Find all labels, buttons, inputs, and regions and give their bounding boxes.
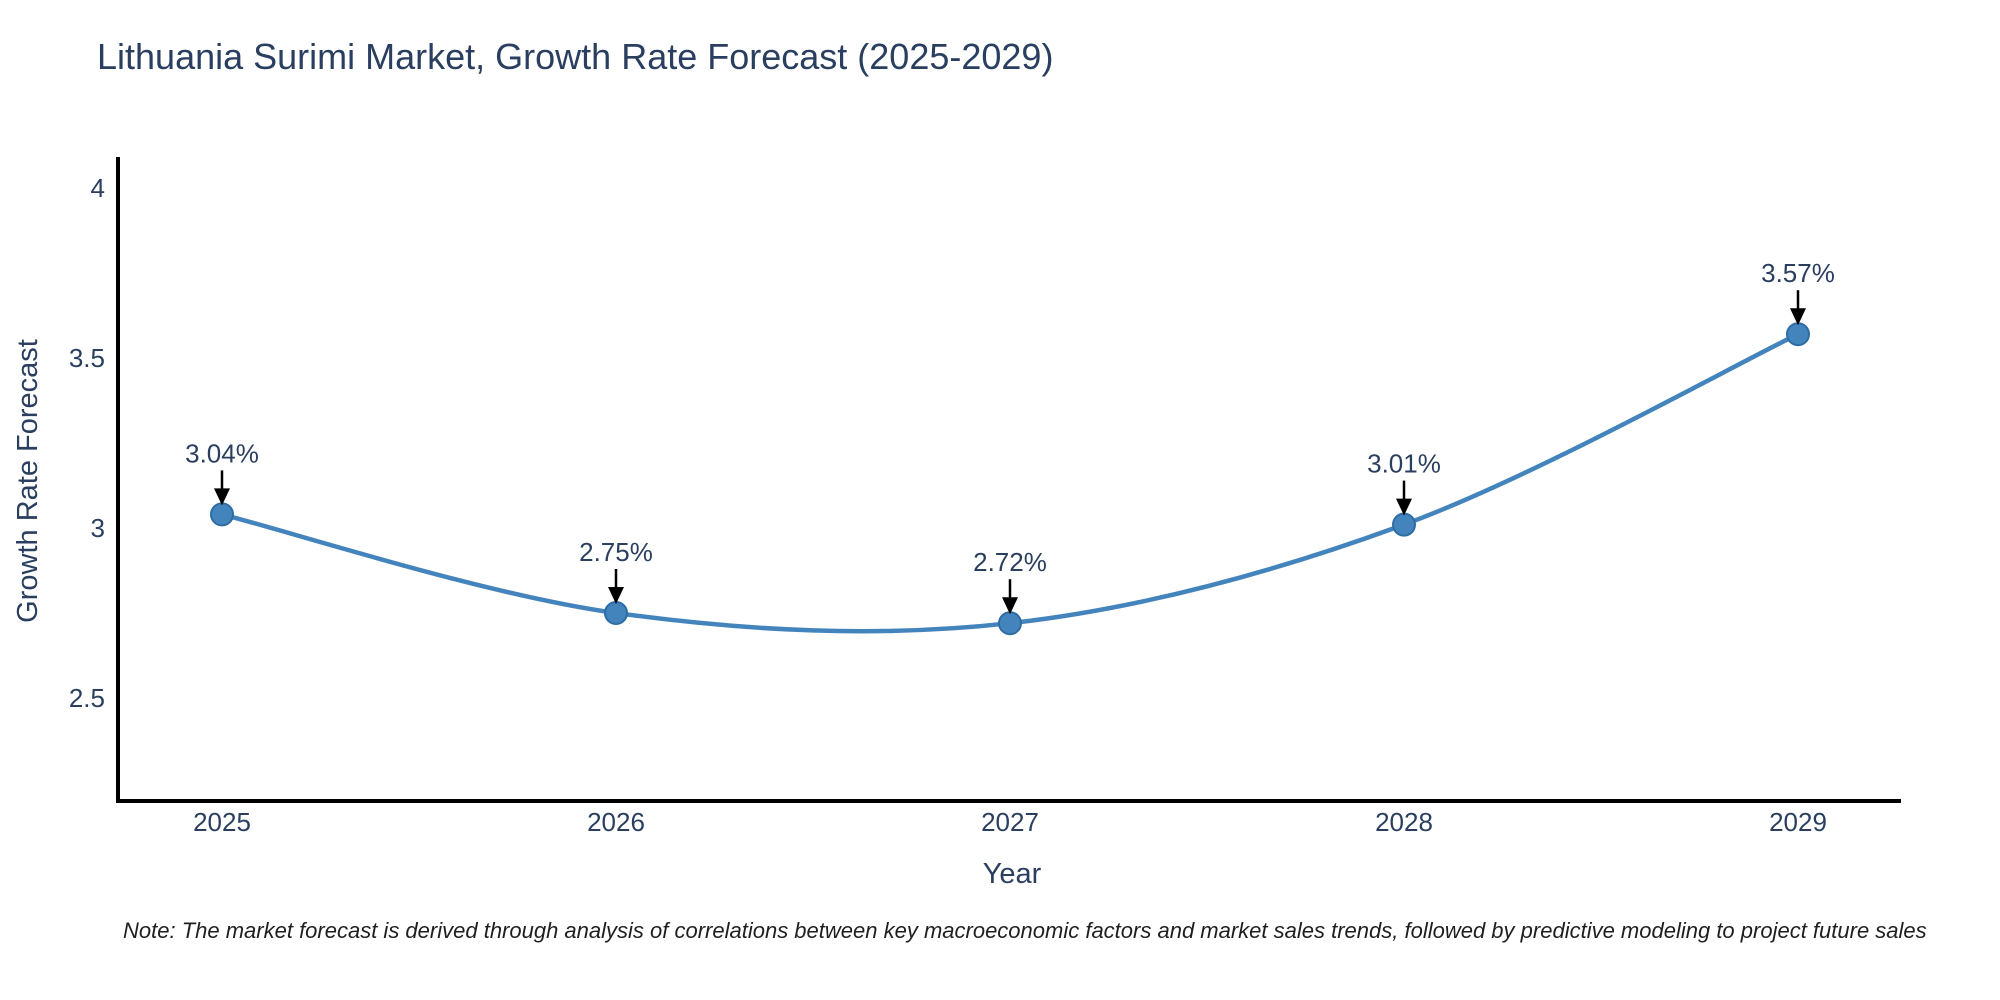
annotation-label-2029: 3.57% — [1761, 258, 1835, 288]
annotation-arrow-head — [214, 488, 230, 506]
annotation-label-2027: 2.72% — [973, 547, 1047, 577]
x-tick-label: 2029 — [1769, 807, 1827, 837]
annotation-label-2026: 2.75% — [579, 537, 653, 567]
x-tick-label: 2026 — [587, 807, 645, 837]
annotation-arrow-head — [608, 587, 624, 604]
x-tick-label: 2025 — [193, 807, 251, 837]
data-point-2026 — [604, 601, 628, 625]
x-tick-label: 2028 — [1375, 807, 1433, 837]
annotation-label-2028: 3.01% — [1367, 449, 1441, 479]
y-tick-label: 3.5 — [69, 343, 105, 373]
data-point-2027 — [998, 611, 1022, 636]
chart-title: Lithuania Surimi Market, Growth Rate For… — [97, 36, 1054, 77]
annotation-arrow-head — [1396, 498, 1412, 516]
annotation-label-2025: 3.04% — [185, 438, 259, 468]
y-tick-label: 2.5 — [69, 683, 105, 713]
x-axis-title: Year — [982, 858, 1042, 890]
x-tick-label: 2027 — [981, 807, 1039, 837]
data-point-2025 — [210, 502, 234, 527]
data-point-2028 — [1392, 512, 1416, 537]
y-tick-label: 3 — [91, 513, 105, 543]
footnote: Note: The market forecast is derived thr… — [123, 918, 1927, 943]
data-point-2029 — [1786, 322, 1810, 347]
annotation-arrow-head — [1002, 597, 1018, 615]
annotation-arrow-head — [1790, 308, 1806, 326]
y-tick-label: 4 — [91, 173, 105, 203]
